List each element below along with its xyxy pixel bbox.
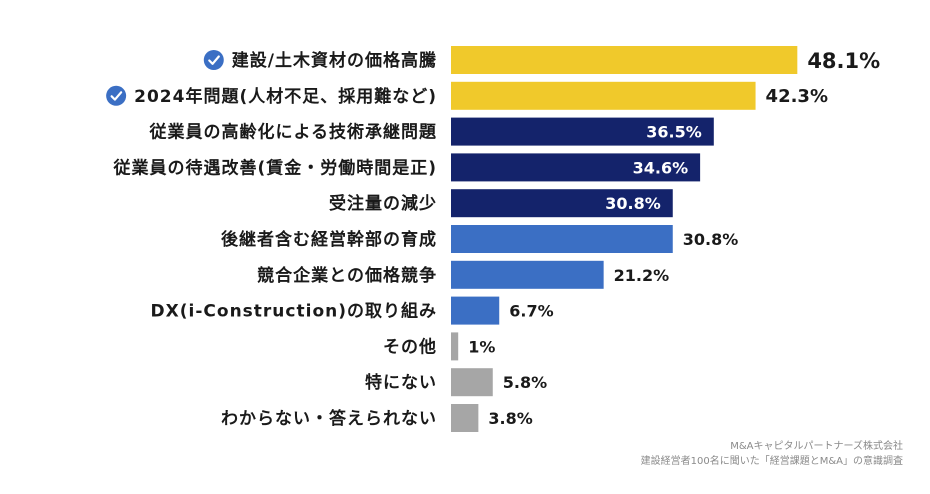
value-label: 48.1% — [807, 49, 880, 73]
bar — [451, 117, 714, 146]
source-company: M&Aキャピタルパートナーズ株式会社 — [730, 441, 903, 452]
value-label: 3.8% — [488, 409, 532, 428]
bar — [451, 404, 479, 432]
value-label: 1% — [468, 337, 495, 356]
value-label: 36.5% — [646, 123, 702, 142]
category-label: DX(i-Construction)の取り組み — [151, 301, 437, 322]
category-label: 2024年問題(人材不足、採用難など) — [134, 86, 437, 107]
value-label: 6.7% — [509, 302, 553, 321]
source-survey: 建設経営者100名に聞いた「経営課題とM&A」の意識調査 — [640, 456, 903, 467]
category-label: わからない・答えられない — [221, 408, 437, 429]
category-label: 特にない — [365, 372, 437, 393]
bar — [451, 368, 493, 397]
value-label: 30.8% — [683, 230, 739, 249]
check-circle-icon — [203, 50, 224, 70]
value-label: 21.2% — [614, 266, 670, 285]
bar — [451, 225, 673, 253]
category-label: 従業員の待遇改善(賃金・労働時間是正) — [112, 157, 437, 178]
category-label: その他 — [383, 336, 437, 357]
value-label: 30.8% — [605, 194, 661, 213]
bar — [451, 46, 798, 74]
category-label: 競合企業との価格競争 — [257, 265, 437, 286]
category-label: 受注量の減少 — [329, 193, 437, 214]
value-label: 5.8% — [503, 373, 547, 392]
bar — [451, 332, 459, 361]
bar — [451, 189, 673, 218]
bar — [451, 153, 701, 182]
bar — [451, 260, 604, 289]
bar — [451, 81, 756, 110]
value-label: 42.3% — [766, 86, 828, 107]
check-circle-icon — [106, 85, 127, 106]
category-label: 従業員の高齢化による技術承継問題 — [149, 122, 438, 143]
bar — [451, 296, 500, 325]
category-label: 建設/土木資材の価格高騰 — [232, 50, 437, 71]
value-label: 34.6% — [633, 158, 689, 177]
category-label: 後継者含む経営幹部の育成 — [221, 229, 437, 250]
